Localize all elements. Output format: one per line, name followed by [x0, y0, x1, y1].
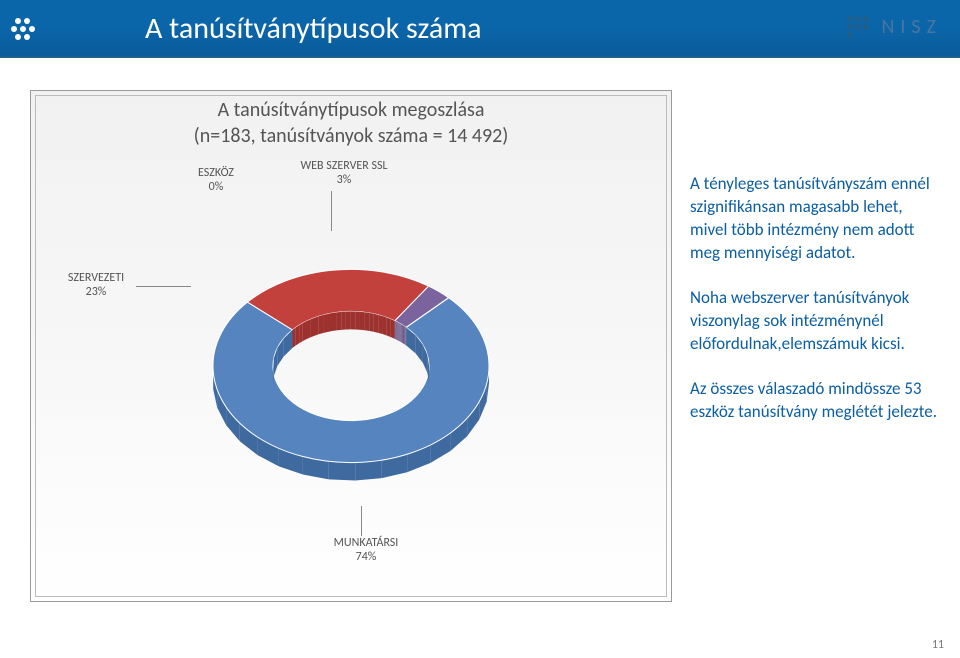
- label-eszkoz: ESZKÖZ 0%: [191, 166, 241, 195]
- donut-chart: [181, 196, 521, 556]
- header-bar: A tanúsítványtípusok száma NISZ: [0, 0, 960, 56]
- side-p2: Noha webszerver tanúsítványok viszonylag…: [690, 287, 940, 356]
- side-p3: Az összes válaszadó mindössze 53 eszköz …: [690, 378, 940, 424]
- label-web: WEB SZERVER SSL 3%: [289, 159, 399, 188]
- page-title: A tanúsítványtípusok száma: [145, 10, 482, 47]
- brand-icon: [847, 14, 873, 40]
- side-text: A tényleges tanúsítványszám ennél szigni…: [690, 173, 940, 445]
- label-szervezeti: SZERVEZETI 23%: [56, 271, 136, 300]
- side-p1: A tényleges tanúsítványszám ennél szigni…: [690, 173, 940, 265]
- chart-container: A tanúsítványtípusok megoszlása (n=183, …: [30, 90, 672, 602]
- body: A tanúsítványtípusok megoszlása (n=183, …: [0, 58, 960, 658]
- brand-text: NISZ: [881, 15, 942, 39]
- page-number: 11: [932, 638, 944, 652]
- hexagon-icon: [10, 15, 40, 48]
- brand-logo: NISZ: [847, 14, 942, 40]
